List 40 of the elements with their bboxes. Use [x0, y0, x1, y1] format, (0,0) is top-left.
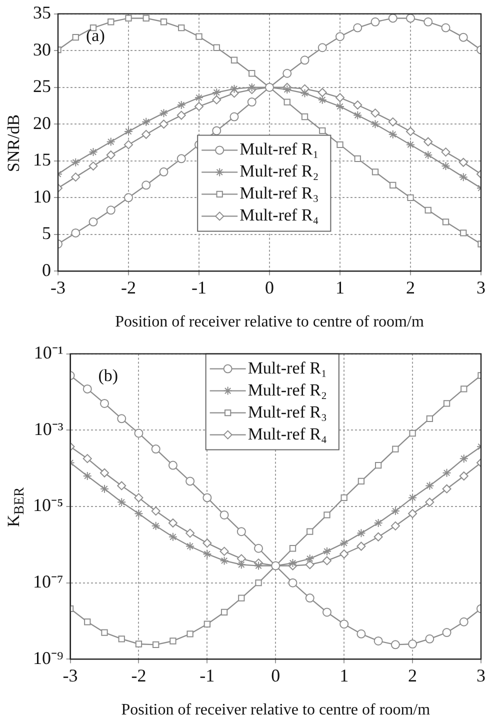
x-axis-title: Position of receiver relative to centre of room/m — [121, 702, 431, 719]
legend-label: Mult-ref R₂ — [248, 380, 327, 400]
legend-label: Mult-ref R₄ — [240, 206, 319, 225]
y-tick-label: 10 — [33, 186, 51, 206]
y-tick-label: 10⁻³ — [34, 418, 64, 439]
y-tick-label: 10⁻⁵ — [32, 495, 64, 516]
x-tick-label: -3 — [62, 666, 78, 686]
x-tick-label: 1 — [336, 278, 344, 298]
y-tick-label: 35 — [33, 2, 51, 23]
x-tick-label: -3 — [50, 278, 66, 298]
legend-label: Mult-ref R₁ — [248, 358, 327, 378]
y-axis-title: SNR/dB — [4, 114, 24, 172]
x-tick-label: 0 — [271, 666, 280, 686]
x-tick-label: 0 — [265, 278, 274, 298]
y-tick-label: 20 — [33, 112, 51, 133]
x-axis-title: Position of receiver relative to centre of room/m — [115, 314, 424, 331]
annotation: (a) — [86, 26, 105, 45]
legend-label: Mult-ref R₄ — [248, 424, 327, 444]
x-tick-label: -2 — [121, 278, 136, 298]
legend-label: Mult-ref R₃ — [248, 402, 327, 422]
x-tick-label: 2 — [408, 666, 418, 686]
x-tick-label: -1 — [192, 278, 206, 298]
x-tick-label: 1 — [340, 666, 349, 686]
x-tick-label: -1 — [200, 666, 215, 686]
x-tick-label: 2 — [406, 278, 415, 298]
y-tick-label: 10⁻⁷ — [32, 572, 64, 592]
legend-label: Mult-ref R₂ — [240, 162, 319, 181]
annotation: (b) — [98, 366, 118, 385]
y-tick-label: 0 — [42, 260, 51, 280]
y-tick-label: 10⁻⁹ — [32, 648, 64, 668]
x-tick-label: -2 — [131, 666, 146, 686]
y-tick-label: 10⁻¹ — [34, 342, 64, 363]
legend-label: Mult-ref R₁ — [240, 140, 319, 159]
legend-label: Mult-ref R₃ — [240, 184, 319, 203]
x-tick-label: 3 — [476, 278, 486, 298]
y-tick-label: 25 — [33, 76, 51, 96]
y-tick-label: 15 — [33, 150, 51, 170]
y-tick-label: 5 — [42, 223, 51, 244]
x-tick-label: 3 — [476, 666, 486, 686]
y-tick-label: 30 — [33, 39, 51, 60]
